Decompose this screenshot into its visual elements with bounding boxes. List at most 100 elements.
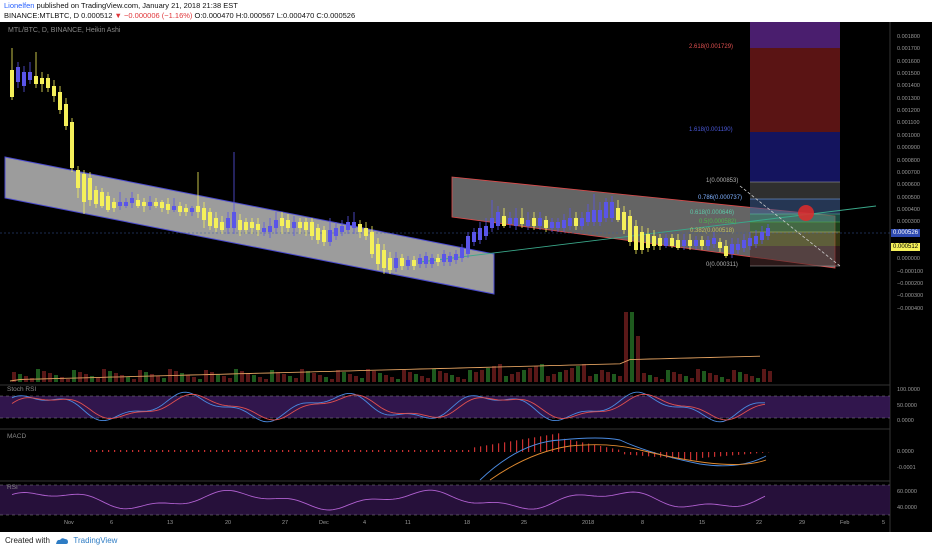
macd-histogram-bar [336,450,338,452]
volume-bar [222,376,226,382]
time-axis-label: 27 [282,520,289,526]
macd-scale-label: -0.0001 [897,465,916,471]
candle-body [250,222,254,228]
macd-histogram-bar [708,452,710,458]
candle-body [22,72,26,86]
candle-body [652,236,656,246]
volume-bar [552,374,556,382]
candle-body [376,244,380,264]
macd-histogram-bar [450,450,452,452]
candle-body [364,228,368,236]
macd-histogram-bar [420,450,422,452]
candle-body [208,212,212,226]
fib-label: 0.382(0.000518) [690,228,735,234]
author-link[interactable]: Lionelfen [4,1,35,10]
macd-histogram-bar [726,452,728,456]
fib-zone-05 [750,222,840,232]
macd-line [479,437,767,481]
volume-bar [516,372,520,382]
fib-zone-top [750,22,840,48]
ohlc-line: BINANCE:MTLBTC, D 0.000512 ▼ −0.000006 (… [4,11,355,21]
macd-histogram-bar [174,450,176,452]
candle-body [670,238,674,246]
macd-histogram-bar [624,452,626,455]
volume-bar [606,372,610,382]
candle-body [82,174,86,202]
volume-bar [192,377,196,382]
time-axis-label: Dec [319,520,329,526]
macd-histogram-bar [528,438,530,452]
candle-body [646,234,650,248]
candle-body [508,218,512,224]
candle-body [736,244,740,250]
price-scale-label: 0.001200 [897,108,920,115]
volume-bar [480,370,484,382]
volume-bar [588,376,592,382]
candle-body [436,258,440,262]
candle-body [220,222,224,230]
macd-histogram-bar [756,452,758,454]
volume-bar [762,369,766,382]
volume-bar [66,379,70,382]
volume-bar [414,374,418,382]
candle-body [280,218,284,226]
high-value: H:0.000567 [235,11,275,20]
candle-body [586,212,590,222]
fib-label: 1(0.000853) [706,178,739,184]
fib-zone-0618 [750,214,840,222]
volume-bar [708,373,712,382]
current-price-badge: 0.000526 [891,229,921,237]
candle-body [502,216,506,226]
macd-histogram-bar [600,446,602,452]
candle-body [742,240,746,248]
candle-body [358,224,362,232]
macd-histogram-bar [588,443,590,452]
volume-bar [120,375,124,382]
candle-body [244,222,248,230]
candle-body [262,228,266,232]
rsi-scale-label: 60.0000 [897,489,917,495]
candle-body [598,210,602,222]
macd-histogram-bar [90,450,92,452]
macd-histogram-bar [696,452,698,461]
macd-histogram-bar [150,450,152,452]
candle-body [568,218,572,226]
volume-bar [330,379,334,382]
candle-body [34,76,38,84]
candle-body [112,202,116,208]
target-circle [798,205,814,221]
volume-bar [144,372,148,382]
tradingview-brand[interactable]: TradingView [73,536,118,545]
macd-histogram-bar [294,450,296,452]
macd-histogram-bar [372,450,374,452]
candle-body [730,244,734,254]
macd-histogram-bar [240,450,242,452]
candle-body [676,240,680,248]
stoch-band [0,396,890,418]
candle-body [322,230,326,242]
macd-histogram-bar [480,446,482,452]
volume-bar [660,379,664,382]
price-scale-label: 0.001700 [897,46,920,53]
last-price-badge: 0.000512 [891,243,921,251]
macd-histogram-bar [246,450,248,452]
volume-bar [726,379,730,382]
volume-bar [720,377,724,382]
chart-canvas[interactable]: MTL/BTC, D, BINANCE, Heikin Ashi Stoch R… [0,22,932,532]
candle-body [412,260,416,266]
candle-body [694,240,698,246]
candle-body [616,208,620,220]
volume-bar [78,372,82,382]
volume-bar [312,373,316,382]
candle-body [328,230,332,242]
candle-body [706,240,710,246]
volume-bar [540,364,544,382]
volume-bar [30,378,34,382]
candle-body [130,198,134,203]
price-scale-label: 0.000500 [897,194,920,201]
symbol-label: BINANCE:MTLBTC, D [4,11,80,20]
candle-body [52,86,56,96]
candle-body [556,222,560,228]
candle-body [532,218,536,226]
macd-signal-line [489,444,767,481]
